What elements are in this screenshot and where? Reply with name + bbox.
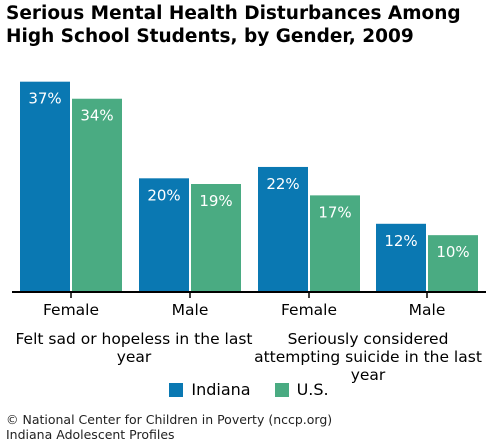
bar-value-label-indiana-1: 20% (147, 186, 180, 204)
bar-us-3 (428, 235, 478, 292)
bar-value-label-us-2: 17% (318, 203, 351, 221)
bar-value-label-indiana-2: 22% (266, 175, 299, 193)
legend: Indiana U.S. (0, 380, 498, 399)
bar-value-label-indiana-3: 12% (384, 232, 417, 250)
legend-swatch-indiana (169, 382, 184, 397)
bar-us-1 (191, 184, 241, 292)
category-label-0: Female (43, 301, 99, 319)
bar-indiana-1 (139, 178, 189, 292)
bar-indiana-2 (258, 166, 308, 292)
copyright-text: © National Center for Children in Povert… (6, 412, 333, 427)
legend-item-us: U.S. (274, 380, 329, 399)
category-label-1: Male (172, 301, 209, 319)
group-label-suicide: Seriously considered attempting suicide … (254, 330, 482, 384)
footer: © National Center for Children in Povert… (6, 412, 332, 442)
bar-indiana-3 (376, 223, 426, 292)
category-label-2: Female (281, 301, 337, 319)
group-label-sad: Felt sad or hopeless in the last year (15, 330, 253, 366)
bar-chart: 37% 34% 20% 19% 22% 17% 12% 10% Female Male Femal… (12, 81, 486, 319)
bar-value-label-us-0: 34% (80, 107, 113, 125)
legend-label-indiana: Indiana (191, 380, 251, 399)
category-label-3: Male (409, 301, 446, 319)
bar-indiana-0 (20, 81, 70, 293)
bar-us-2 (310, 195, 360, 292)
bar-value-label-indiana-0: 37% (28, 90, 61, 108)
bar-value-label-us-3: 10% (436, 243, 469, 261)
legend-label-us: U.S. (296, 380, 329, 399)
bar-us-0 (72, 98, 122, 292)
source-text: Indiana Adolescent Profiles (6, 427, 175, 442)
legend-item-indiana: Indiana (169, 380, 251, 399)
legend-swatch-us (274, 382, 289, 397)
chart-title: Serious Mental Health Disturbances Among… (6, 3, 461, 47)
bar-value-label-us-1: 19% (199, 192, 232, 210)
